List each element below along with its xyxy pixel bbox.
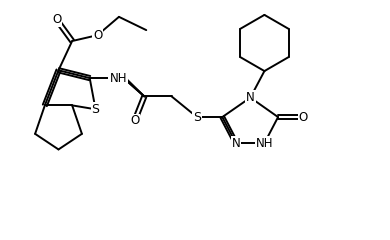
Text: O: O bbox=[93, 29, 102, 42]
Text: O: O bbox=[299, 111, 308, 124]
Text: O: O bbox=[52, 13, 61, 26]
Text: S: S bbox=[92, 103, 99, 116]
Text: N: N bbox=[246, 91, 255, 104]
Text: NH: NH bbox=[256, 137, 273, 150]
Text: O: O bbox=[130, 114, 139, 127]
Text: S: S bbox=[193, 111, 201, 124]
Text: N: N bbox=[232, 137, 240, 150]
Text: NH: NH bbox=[110, 72, 127, 84]
